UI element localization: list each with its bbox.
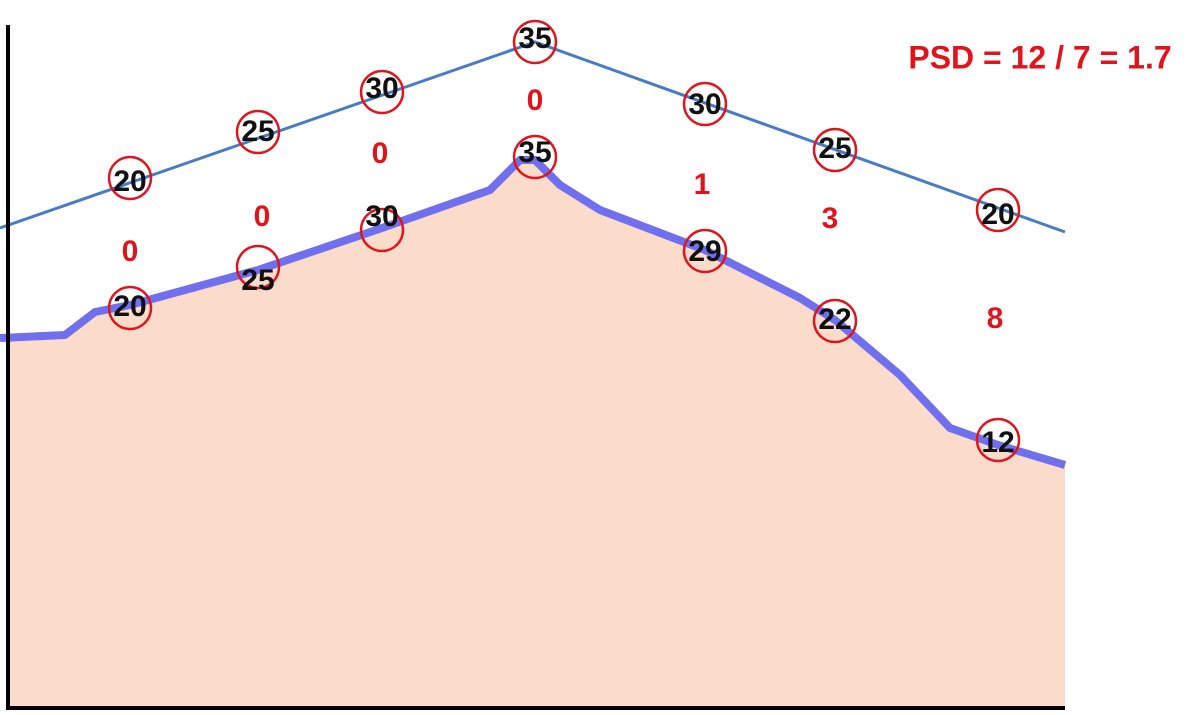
- expected-value: 30: [688, 88, 721, 121]
- difference-value: 0: [372, 137, 389, 170]
- difference-value: 1: [694, 168, 711, 201]
- expected-value: 20: [113, 165, 146, 198]
- psd-formula: PSD = 12 / 7 = 1.7: [908, 39, 1171, 75]
- measured-value: 29: [688, 235, 721, 268]
- difference-value: 0: [122, 235, 139, 268]
- measured-ring: [107, 285, 153, 331]
- expected-value: 25: [241, 115, 274, 148]
- measured-value: 25: [241, 264, 274, 297]
- expected-ring: [975, 187, 1021, 233]
- measured-value: 20: [113, 290, 146, 323]
- measured-value: 22: [818, 303, 851, 336]
- measured-value: 12: [981, 426, 1014, 459]
- difference-value: 3: [822, 202, 839, 235]
- measured-ring: [512, 134, 558, 180]
- difference-value: 0: [527, 84, 544, 117]
- measured-ring: [682, 228, 728, 274]
- measured-ring: [975, 417, 1021, 463]
- expected-ring: [682, 81, 728, 127]
- difference-value: 8: [987, 302, 1004, 335]
- difference-value: 0: [254, 200, 271, 233]
- hill-area: [0, 160, 1065, 708]
- expected-value: 35: [518, 22, 551, 55]
- expected-ring: [512, 19, 558, 65]
- expected-ring: [812, 127, 858, 173]
- expected-value: 25: [818, 132, 851, 165]
- measured-value: 30: [365, 200, 398, 233]
- expected-value: 30: [365, 72, 398, 105]
- expected-ring: [107, 155, 153, 201]
- measured-ring: [235, 244, 281, 290]
- expected-value: 20: [981, 198, 1014, 231]
- expected-ring: [235, 109, 281, 155]
- measured-ring: [812, 298, 858, 344]
- expected-line: [0, 40, 1066, 234]
- measured-ring: [359, 207, 405, 253]
- measured-value: 35: [518, 136, 551, 169]
- expected-ring: [359, 69, 405, 115]
